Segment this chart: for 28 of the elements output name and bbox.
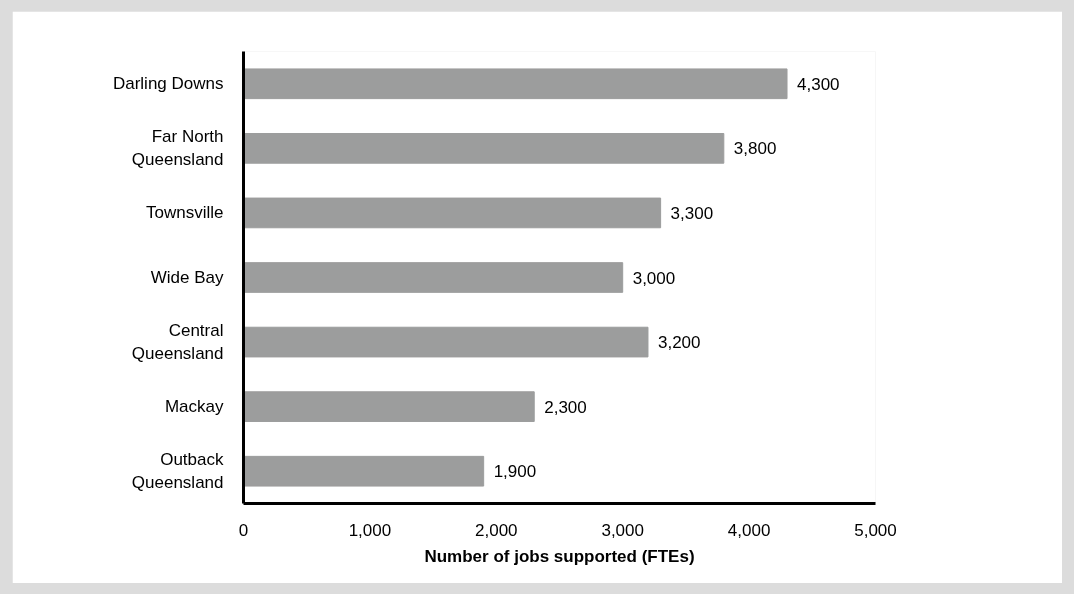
y-tick-label: Central Queensland bbox=[131, 321, 224, 363]
data-label: 3,300 bbox=[670, 203, 714, 223]
y-tick-label: Outback Queensland bbox=[131, 450, 224, 493]
x-axis-title: Number of jobs supported (FTEs) bbox=[424, 546, 695, 566]
y-tick-label: Far North Queensland bbox=[131, 127, 224, 170]
bar bbox=[243, 391, 535, 422]
x-tick-label: 0 bbox=[238, 520, 249, 540]
bar bbox=[243, 68, 788, 100]
x-tick-label: 1,000 bbox=[348, 520, 392, 540]
data-label: 2,300 bbox=[544, 397, 587, 417]
y-tick-label: Darling Downs bbox=[112, 74, 224, 94]
data-label: 4,300 bbox=[797, 74, 840, 94]
x-tick-label: 5,000 bbox=[854, 520, 897, 540]
bar bbox=[243, 262, 624, 293]
x-tick-label: 4,000 bbox=[727, 520, 771, 540]
y-tick-label: Mackay bbox=[164, 397, 224, 417]
bar bbox=[243, 197, 662, 229]
y-tick-label: Townsville bbox=[146, 203, 224, 223]
data-label: 3,200 bbox=[657, 333, 701, 353]
y-tick-label: Wide Bay bbox=[150, 268, 224, 287]
data-label: 3,000 bbox=[632, 268, 676, 288]
x-tick-label: 2,000 bbox=[475, 520, 518, 540]
bar bbox=[243, 455, 485, 487]
data-label: 1,900 bbox=[493, 462, 537, 482]
bar bbox=[243, 326, 649, 358]
data-label: 3,800 bbox=[733, 139, 777, 159]
bar bbox=[243, 133, 725, 164]
x-tick-label: 3,000 bbox=[601, 520, 644, 540]
